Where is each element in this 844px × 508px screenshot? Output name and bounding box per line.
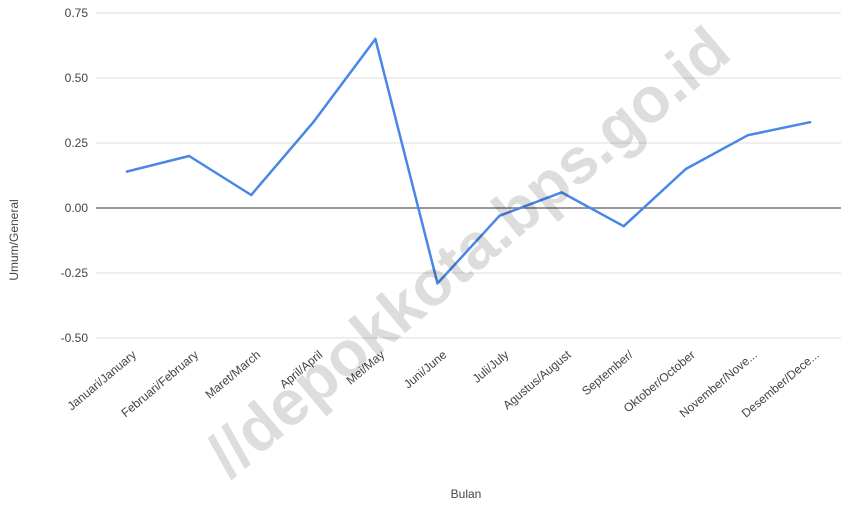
y-axis-title: Umum/General: [7, 199, 21, 280]
y-tick-label: 0.50: [65, 71, 89, 85]
y-tick-label: 0.25: [65, 136, 89, 150]
series-layer: [125, 37, 812, 285]
data-point: [250, 193, 253, 197]
watermark: //depokkota.bps.go.id: [193, 13, 743, 491]
x-tick-label: Juni/June: [401, 347, 450, 391]
y-tick-labels: 0.75 0.50 0.25 0.00 -0.25 -0.50: [61, 6, 89, 345]
y-tick-label: 0.75: [65, 6, 89, 20]
data-point: [312, 121, 315, 124]
data-point: [684, 167, 687, 171]
x-tick-label: Juli/July: [470, 348, 512, 386]
data-point: [374, 37, 377, 41]
data-point: [187, 154, 191, 158]
x-tick-label: Agustus/August: [500, 347, 574, 412]
gridlines: [96, 12, 841, 339]
data-point: [808, 121, 812, 124]
series-line: [125, 37, 812, 285]
x-axis-title: Bulan: [451, 487, 482, 501]
data-point: [125, 170, 129, 173]
data-point: [622, 225, 625, 228]
data-point: [560, 191, 563, 194]
data-point: [436, 282, 439, 285]
y-tick-label: -0.50: [61, 331, 89, 345]
data-point: [498, 214, 501, 217]
x-tick-label: September/: [579, 347, 636, 398]
y-tick-label: 0.00: [65, 201, 89, 215]
data-point: [746, 134, 750, 137]
y-tick-label: -0.25: [61, 266, 89, 280]
